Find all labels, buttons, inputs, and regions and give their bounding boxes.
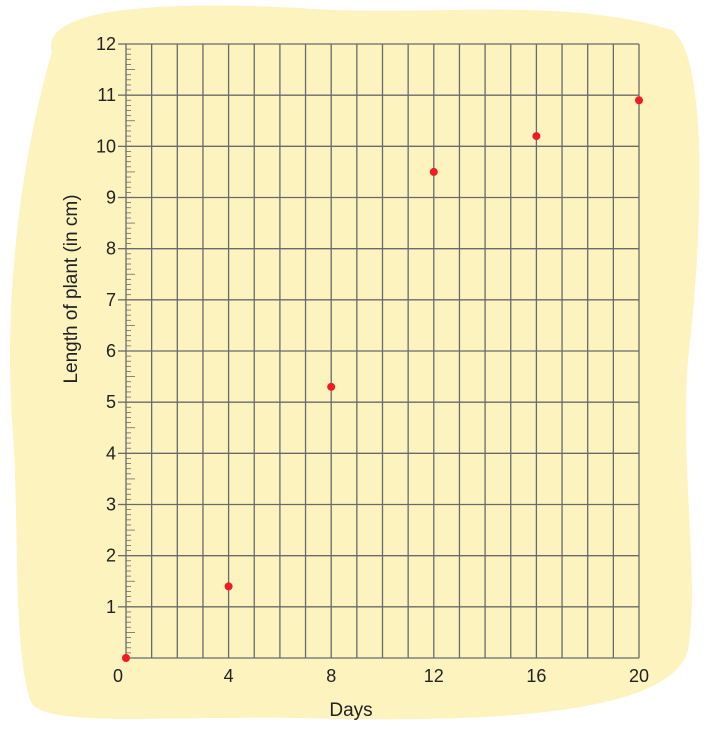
y-axis-title: Length of plant (in cm) bbox=[61, 194, 82, 383]
x-tick-label: 16 bbox=[526, 666, 546, 686]
y-tick-label: 11 bbox=[97, 85, 116, 105]
data-point bbox=[532, 132, 541, 141]
grid bbox=[125, 43, 640, 659]
y-tick-label: 7 bbox=[106, 290, 116, 310]
x-tick-label: 4 bbox=[224, 666, 234, 686]
y-tick-label: 6 bbox=[106, 341, 116, 361]
y-tick-label: 3 bbox=[106, 495, 116, 515]
x-tick-label: 0 bbox=[113, 666, 123, 686]
x-tick-label: 12 bbox=[424, 666, 444, 686]
data-point bbox=[122, 654, 130, 662]
y-minor-ticks bbox=[118, 43, 135, 654]
y-tick-label: 4 bbox=[106, 443, 116, 463]
y-tick-label: 12 bbox=[96, 34, 116, 54]
y-tick-label: 10 bbox=[96, 136, 116, 156]
y-tick-label: 1 bbox=[106, 597, 116, 617]
x-axis-title: Days bbox=[329, 700, 372, 721]
x-tick-label: 8 bbox=[326, 666, 336, 686]
y-tick-label: 5 bbox=[106, 392, 116, 412]
y-tick-label: 2 bbox=[106, 546, 116, 566]
x-tick-labels: 0 4 8 12 16 20 bbox=[113, 666, 649, 686]
data-points bbox=[122, 96, 643, 662]
data-point bbox=[224, 582, 233, 591]
x-tick-label: 20 bbox=[629, 666, 649, 686]
background-blob bbox=[9, 5, 700, 720]
data-point bbox=[429, 167, 438, 176]
y-tick-label: 8 bbox=[106, 239, 116, 259]
y-tick-label: 9 bbox=[106, 188, 116, 208]
data-point bbox=[327, 382, 336, 391]
data-point bbox=[635, 96, 643, 105]
